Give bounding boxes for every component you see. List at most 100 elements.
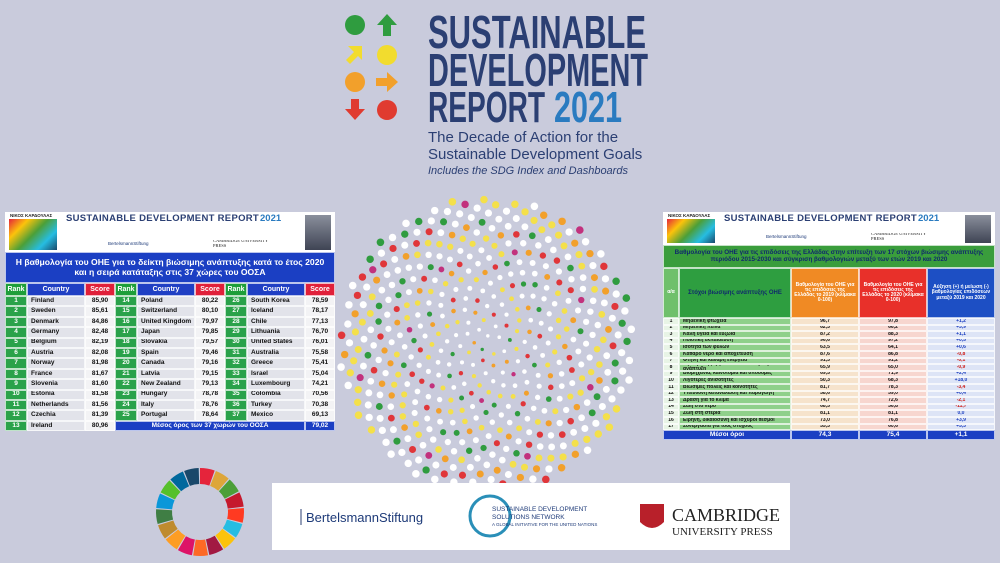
dot [448, 270, 455, 277]
dot [577, 328, 584, 335]
dot [415, 431, 422, 439]
dot-spiral [337, 195, 636, 497]
dot [544, 236, 552, 243]
dot [448, 397, 454, 403]
banner-title: SUSTAINABLE DEVELOPMENT REPORT [66, 213, 260, 225]
dot [540, 352, 546, 358]
country: Sweden [27, 306, 85, 317]
dot [440, 313, 445, 319]
tagline: Includes the SDG Index and Dashboards [428, 165, 628, 177]
column-header: Score [195, 283, 225, 296]
goal-number: 7 [663, 357, 679, 365]
banner-author: ΝΙΚΟΣ ΚΑΡΔΟΥΛΑΣ [668, 213, 711, 218]
dot [459, 235, 466, 242]
dot [480, 195, 488, 204]
dot [447, 373, 452, 379]
wheel-segment [160, 480, 181, 500]
dot [524, 452, 531, 460]
dot [536, 383, 542, 389]
dot [510, 393, 516, 399]
dot [484, 209, 493, 217]
dot [401, 424, 408, 431]
dot [393, 351, 400, 358]
score: 79,15 [195, 368, 225, 380]
dot [497, 393, 503, 399]
dot [535, 242, 542, 249]
dot [430, 322, 436, 328]
dot [578, 296, 585, 304]
average-change: +1,1 [927, 430, 995, 441]
rank: 13 [5, 420, 27, 432]
dot [504, 359, 509, 364]
rank: 5 [5, 337, 27, 348]
dot [611, 377, 619, 385]
dot [467, 350, 471, 355]
dot [417, 323, 423, 329]
dot [450, 351, 455, 357]
dot [401, 241, 409, 249]
dot [354, 386, 362, 394]
dot [546, 311, 552, 317]
country: Greece [247, 358, 305, 369]
dot [458, 456, 465, 464]
column-header: Βαθμολογία του ΟΗΕ για τις επιδόσεις της… [859, 268, 927, 318]
dot [413, 228, 421, 236]
dot [618, 367, 627, 375]
average-score-2020: 75,4 [859, 430, 927, 441]
score: 79,57 [195, 337, 225, 348]
score-2019: 50,3 [791, 377, 859, 384]
dot [405, 264, 413, 271]
goal-name: Δράση για το κλίμα [679, 397, 791, 404]
dot [399, 402, 406, 409]
score-change: +3,9 [927, 417, 995, 424]
dot [556, 419, 563, 427]
dot [545, 362, 551, 368]
dot [516, 259, 523, 266]
column-header: Country [137, 283, 195, 296]
dot [578, 262, 586, 270]
dot [545, 465, 553, 473]
dot [346, 369, 354, 377]
country: Norway [27, 358, 85, 369]
logo-text: SUSTAINABLE DEVELOPMENT [492, 506, 587, 513]
dot [401, 230, 409, 238]
dot [387, 360, 394, 367]
rank: 30 [225, 337, 247, 348]
dot [373, 276, 381, 284]
dot [401, 344, 408, 350]
dot [440, 429, 447, 436]
dot [385, 325, 392, 332]
country: Lithuania [247, 327, 305, 338]
dot [399, 278, 406, 285]
dot [375, 318, 382, 325]
dot [358, 318, 366, 326]
dot [459, 439, 466, 446]
dot [478, 218, 486, 226]
dot [488, 224, 496, 232]
dot [587, 308, 594, 315]
country: Hungary [137, 389, 195, 400]
score-change: -0,8 [927, 351, 995, 358]
dot [564, 253, 572, 261]
score: 79,97 [195, 316, 225, 328]
dot [489, 419, 496, 425]
country: Austria [27, 348, 85, 359]
country: Finland [27, 296, 85, 307]
goal-number: 14 [663, 403, 679, 411]
wheel-segment [156, 509, 174, 525]
dot [497, 274, 503, 281]
dot [511, 372, 516, 377]
dot [410, 276, 417, 283]
dot [387, 403, 395, 410]
score: 78,78 [195, 389, 225, 400]
dot [367, 426, 376, 434]
dot [551, 300, 558, 307]
dot [397, 332, 403, 339]
dot [525, 249, 532, 256]
dot [466, 428, 473, 435]
score: 75,41 [305, 358, 335, 369]
dot [532, 362, 537, 368]
dot [368, 293, 376, 301]
rank: 25 [115, 410, 137, 421]
